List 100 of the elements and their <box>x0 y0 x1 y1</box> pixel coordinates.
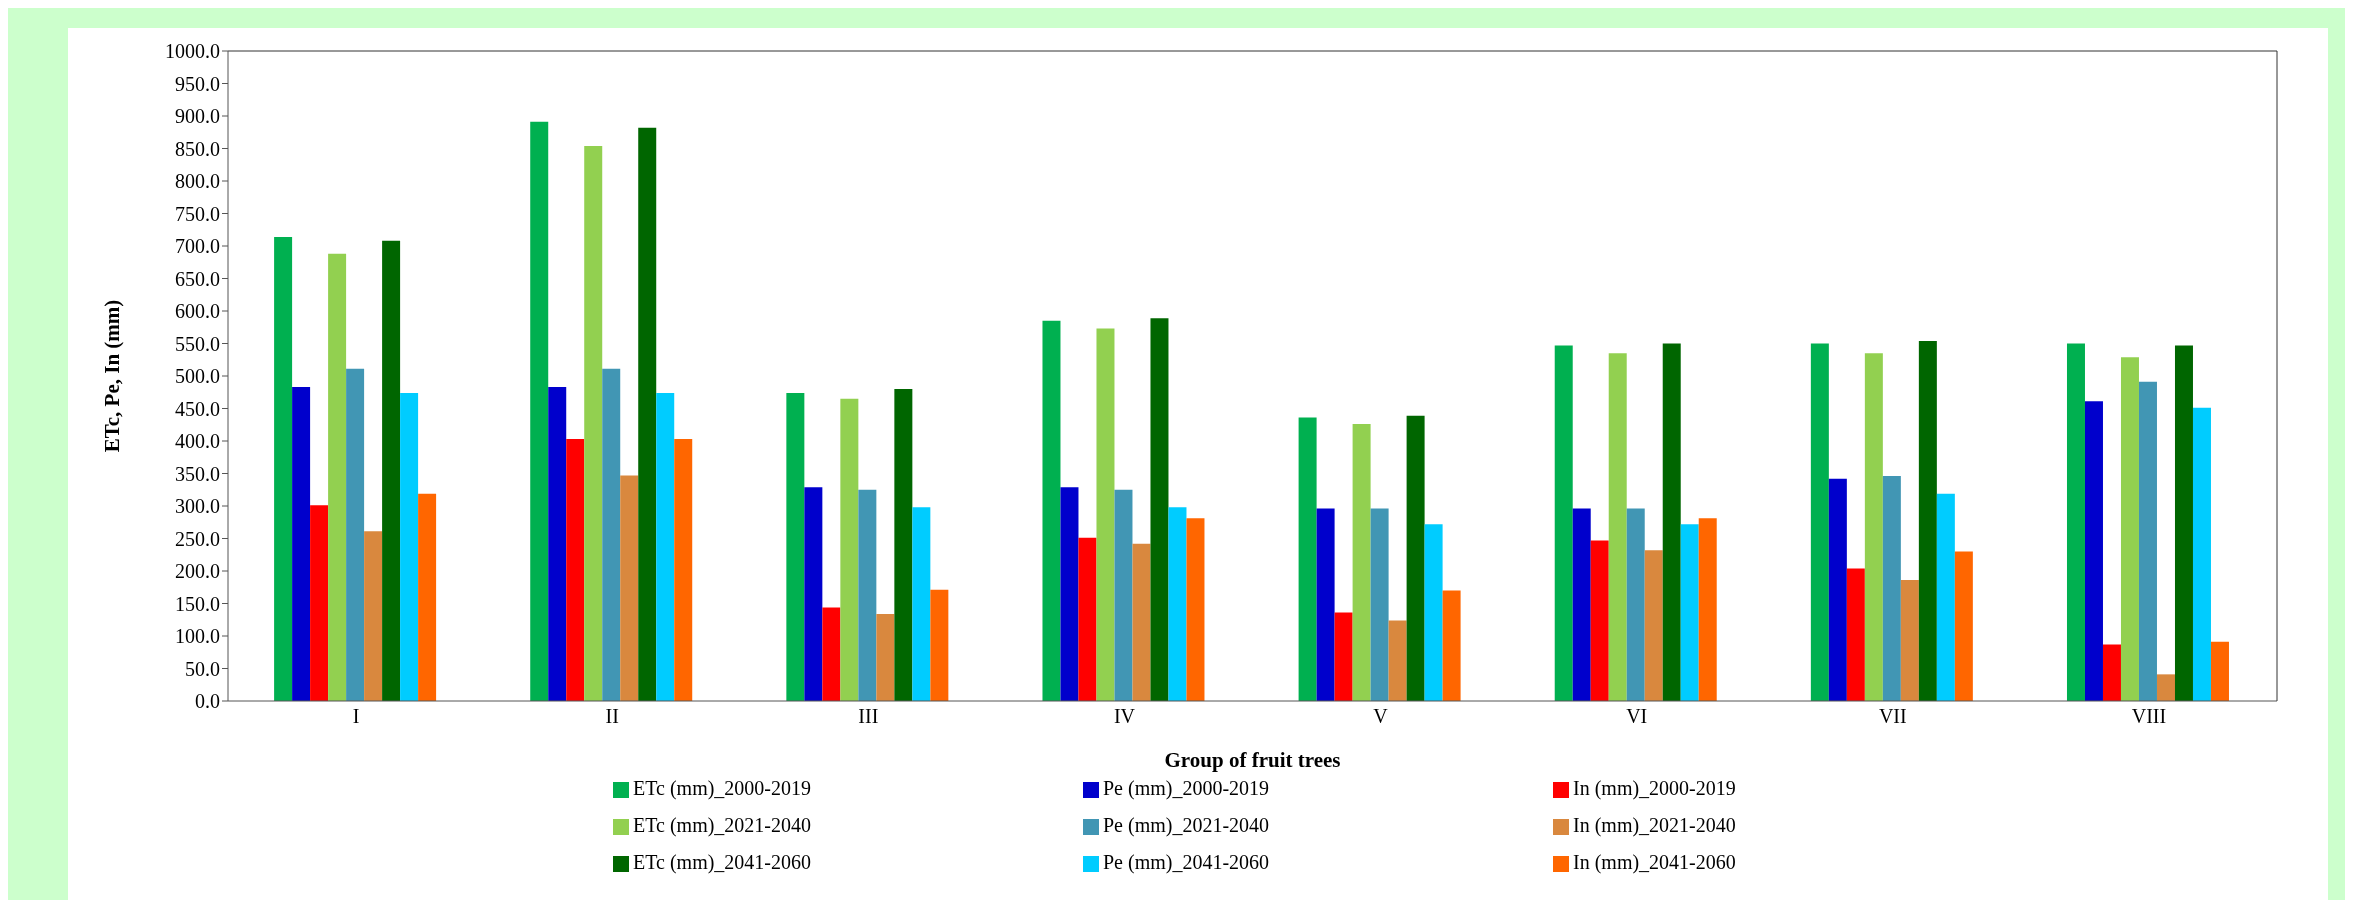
y-tick-label: 400.0 <box>175 430 220 453</box>
legend-label: Pe (mm)_2021-2040 <box>1103 814 1270 836</box>
y-tick-label: 800.0 <box>175 170 220 193</box>
bar <box>1424 524 1443 701</box>
y-tick-label: 950.0 <box>175 72 220 95</box>
bar <box>548 387 567 701</box>
bar <box>1936 493 1955 701</box>
bar <box>1388 620 1407 701</box>
x-tick-label: VIII <box>2131 705 2167 728</box>
bar <box>1608 353 1627 701</box>
bar <box>1352 424 1371 701</box>
bar <box>2210 641 2229 701</box>
y-tick-label: 200.0 <box>175 560 220 583</box>
legend-label: ETc (mm)_2000-2019 <box>633 777 812 799</box>
bar <box>656 392 675 701</box>
y-tick-label: 600.0 <box>175 300 220 323</box>
bar <box>912 507 931 701</box>
bar <box>1864 353 1883 701</box>
legend-label: ETc (mm)_2041-2060 <box>633 851 812 873</box>
x-tick-label: V <box>1373 705 1389 728</box>
bar <box>840 398 859 701</box>
bar <box>1370 508 1389 701</box>
bar <box>1316 508 1335 701</box>
bar <box>2156 674 2175 701</box>
bar <box>1662 343 1681 701</box>
y-tick-label: 900.0 <box>175 105 220 128</box>
bar <box>1298 417 1317 701</box>
bar <box>674 439 693 701</box>
bar <box>566 439 585 701</box>
bar <box>1680 524 1699 701</box>
bar <box>1060 487 1079 701</box>
bar <box>1882 476 1901 701</box>
bar <box>530 121 549 701</box>
y-tick-label: 250.0 <box>175 527 220 550</box>
y-tick-label: 850.0 <box>175 137 220 160</box>
bar <box>2174 345 2193 701</box>
bar <box>1810 343 1829 701</box>
bar <box>1698 518 1717 701</box>
bar <box>2138 381 2157 701</box>
bar <box>894 389 913 701</box>
bar <box>786 392 805 701</box>
legend-label: In (mm)_2041-2060 <box>1573 851 1736 873</box>
bar <box>346 368 365 701</box>
bar <box>1334 612 1353 701</box>
bar <box>364 531 383 701</box>
bar <box>2192 407 2211 701</box>
bar <box>1626 508 1645 701</box>
bar <box>400 392 419 701</box>
y-tick-label: 450.0 <box>175 397 220 420</box>
legend-label: Pe (mm)_2000-2019 <box>1103 777 1270 799</box>
bar <box>602 368 621 701</box>
bar <box>2084 401 2103 701</box>
bar <box>876 613 895 701</box>
bar <box>1590 540 1609 701</box>
x-tick-label: IV <box>1113 705 1136 728</box>
bar <box>930 589 949 701</box>
bar <box>1132 543 1151 701</box>
bar <box>1406 415 1425 701</box>
y-tick-label: 300.0 <box>175 495 220 518</box>
bar <box>418 493 437 701</box>
bar <box>274 236 293 701</box>
x-tick-label: VII <box>1878 705 1907 728</box>
bar <box>822 607 841 701</box>
bar <box>620 475 639 701</box>
bar <box>1168 507 1187 701</box>
bar <box>804 487 823 701</box>
legend-label: ETc (mm)_2021-2040 <box>633 814 812 836</box>
bar <box>1096 328 1115 701</box>
bar <box>584 145 603 701</box>
bar <box>1186 518 1205 701</box>
bar <box>310 505 329 701</box>
y-tick-label: 0.0 <box>195 690 220 713</box>
bar <box>858 489 877 701</box>
y-tick-label: 350.0 <box>175 462 220 485</box>
bar <box>1114 489 1133 701</box>
y-tick-label: 700.0 <box>175 235 220 258</box>
bar <box>2120 357 2139 701</box>
x-tick-label: VI <box>1626 705 1648 728</box>
x-tick-label: III <box>858 705 879 728</box>
legend-label: In (mm)_2021-2040 <box>1573 814 1736 836</box>
bar <box>638 127 657 701</box>
bar <box>1918 340 1937 701</box>
y-axis-title: ETc, Pe, In (mm) <box>100 299 125 453</box>
bar <box>2102 644 2121 701</box>
x-tick-label: I <box>352 705 360 728</box>
bar <box>1554 345 1573 701</box>
bar <box>1954 551 1973 701</box>
y-tick-label: 650.0 <box>175 267 220 290</box>
bar <box>292 387 311 701</box>
x-axis-title: Group of fruit trees <box>1164 748 1341 772</box>
bar <box>2066 343 2085 701</box>
bar <box>1846 568 1865 701</box>
bar <box>1078 537 1097 701</box>
legend-label: In (mm)_2000-2019 <box>1573 777 1736 799</box>
y-tick-label: 150.0 <box>175 592 220 615</box>
y-tick-label: 550.0 <box>175 332 220 355</box>
bar <box>1572 508 1591 701</box>
bar <box>1828 478 1847 701</box>
bar <box>382 240 401 701</box>
y-tick-label: 500.0 <box>175 365 220 388</box>
